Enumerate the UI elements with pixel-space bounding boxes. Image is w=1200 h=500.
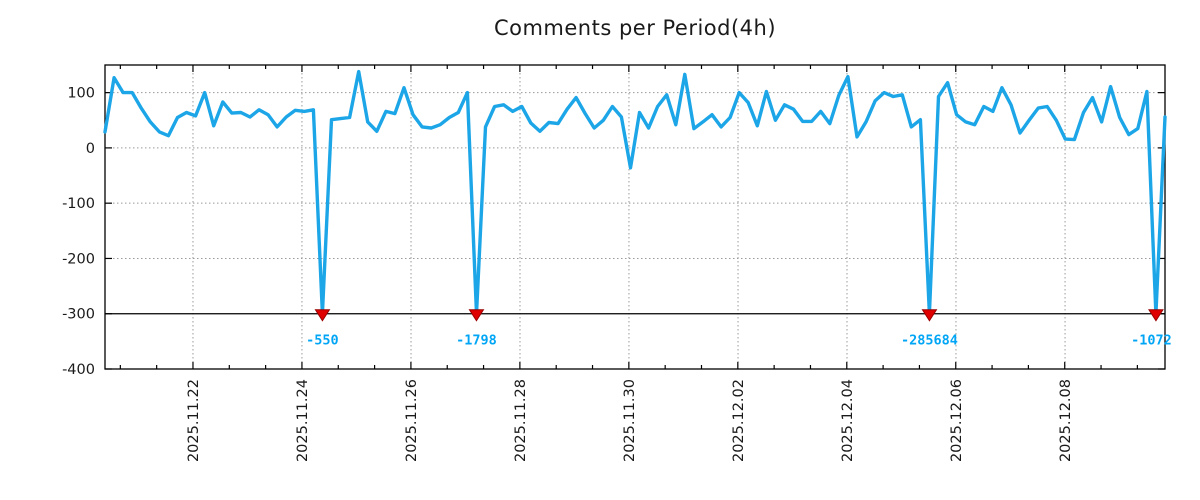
y-axis-label: 100 — [67, 86, 95, 102]
x-axis-label: 2025.11.30 — [622, 379, 638, 462]
chart-title: Comments per Period(4h) — [493, 16, 777, 40]
spike-marker — [921, 309, 938, 322]
spike-marker — [1148, 309, 1164, 322]
x-axis-label: 2025.12.06 — [949, 379, 965, 462]
spike-label: -285684 — [901, 333, 958, 349]
spike-label: -1072 — [1131, 333, 1172, 349]
x-axis-label: 2025.11.26 — [404, 379, 420, 462]
y-axis-label: -400 — [62, 362, 95, 378]
y-axis-label: -200 — [62, 251, 95, 267]
y-axis-label: 0 — [86, 141, 95, 157]
x-axis-label: 2025.12.04 — [840, 379, 856, 462]
spike-marker — [468, 309, 485, 322]
x-axis-label: 2025.11.24 — [295, 379, 311, 462]
spike-label: -550 — [306, 333, 339, 349]
plot-border — [104, 64, 1166, 370]
data-line — [103, 69, 1167, 316]
x-axis-label: 2025.11.28 — [513, 379, 529, 462]
x-axis-label: 2025.12.08 — [1058, 379, 1074, 462]
y-axis-label: -100 — [62, 196, 95, 212]
y-axis-label: -300 — [62, 307, 95, 323]
spike-marker — [314, 309, 331, 322]
spike-label: -1798 — [456, 333, 497, 349]
x-axis-label: 2025.12.02 — [731, 379, 747, 462]
x-axis-label: 2025.11.22 — [186, 379, 202, 462]
